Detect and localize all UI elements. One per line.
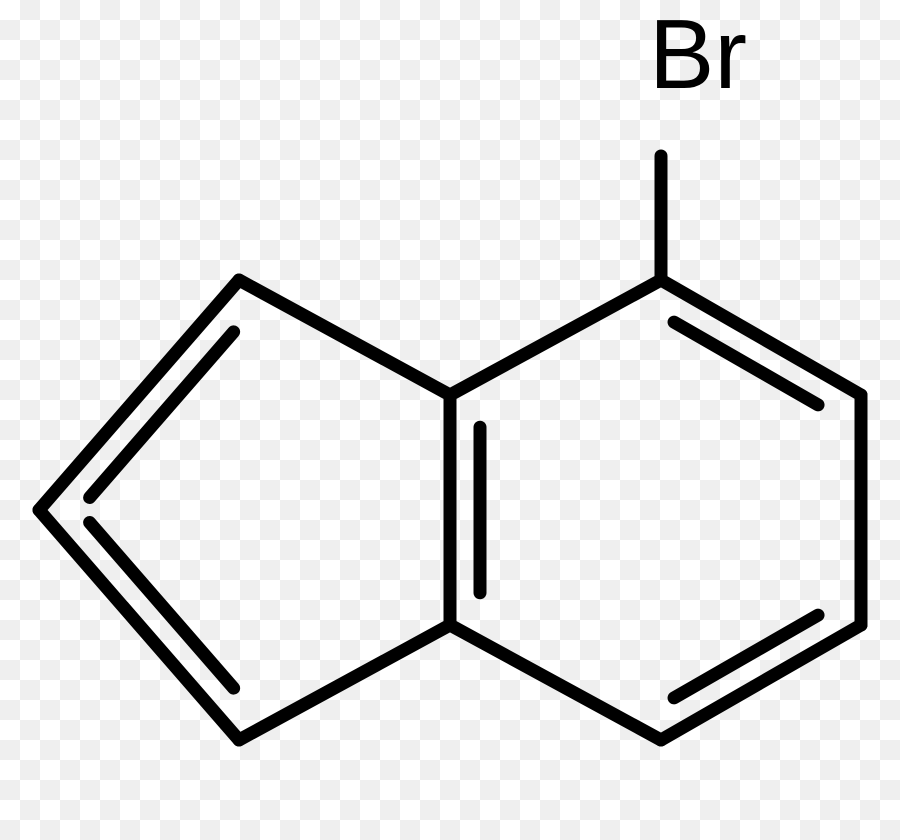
- bond-line: [90, 332, 234, 498]
- bond-line: [450, 280, 661, 395]
- bond-line: [39, 280, 239, 510]
- bond-line: [239, 625, 450, 740]
- bond-group: [39, 156, 861, 740]
- bond-line: [450, 625, 661, 740]
- bond-line: [239, 280, 450, 395]
- atom-label: Br: [649, 5, 747, 103]
- bond-line: [39, 510, 239, 740]
- bond-line: [90, 523, 234, 689]
- molecule-diagram: [0, 0, 900, 840]
